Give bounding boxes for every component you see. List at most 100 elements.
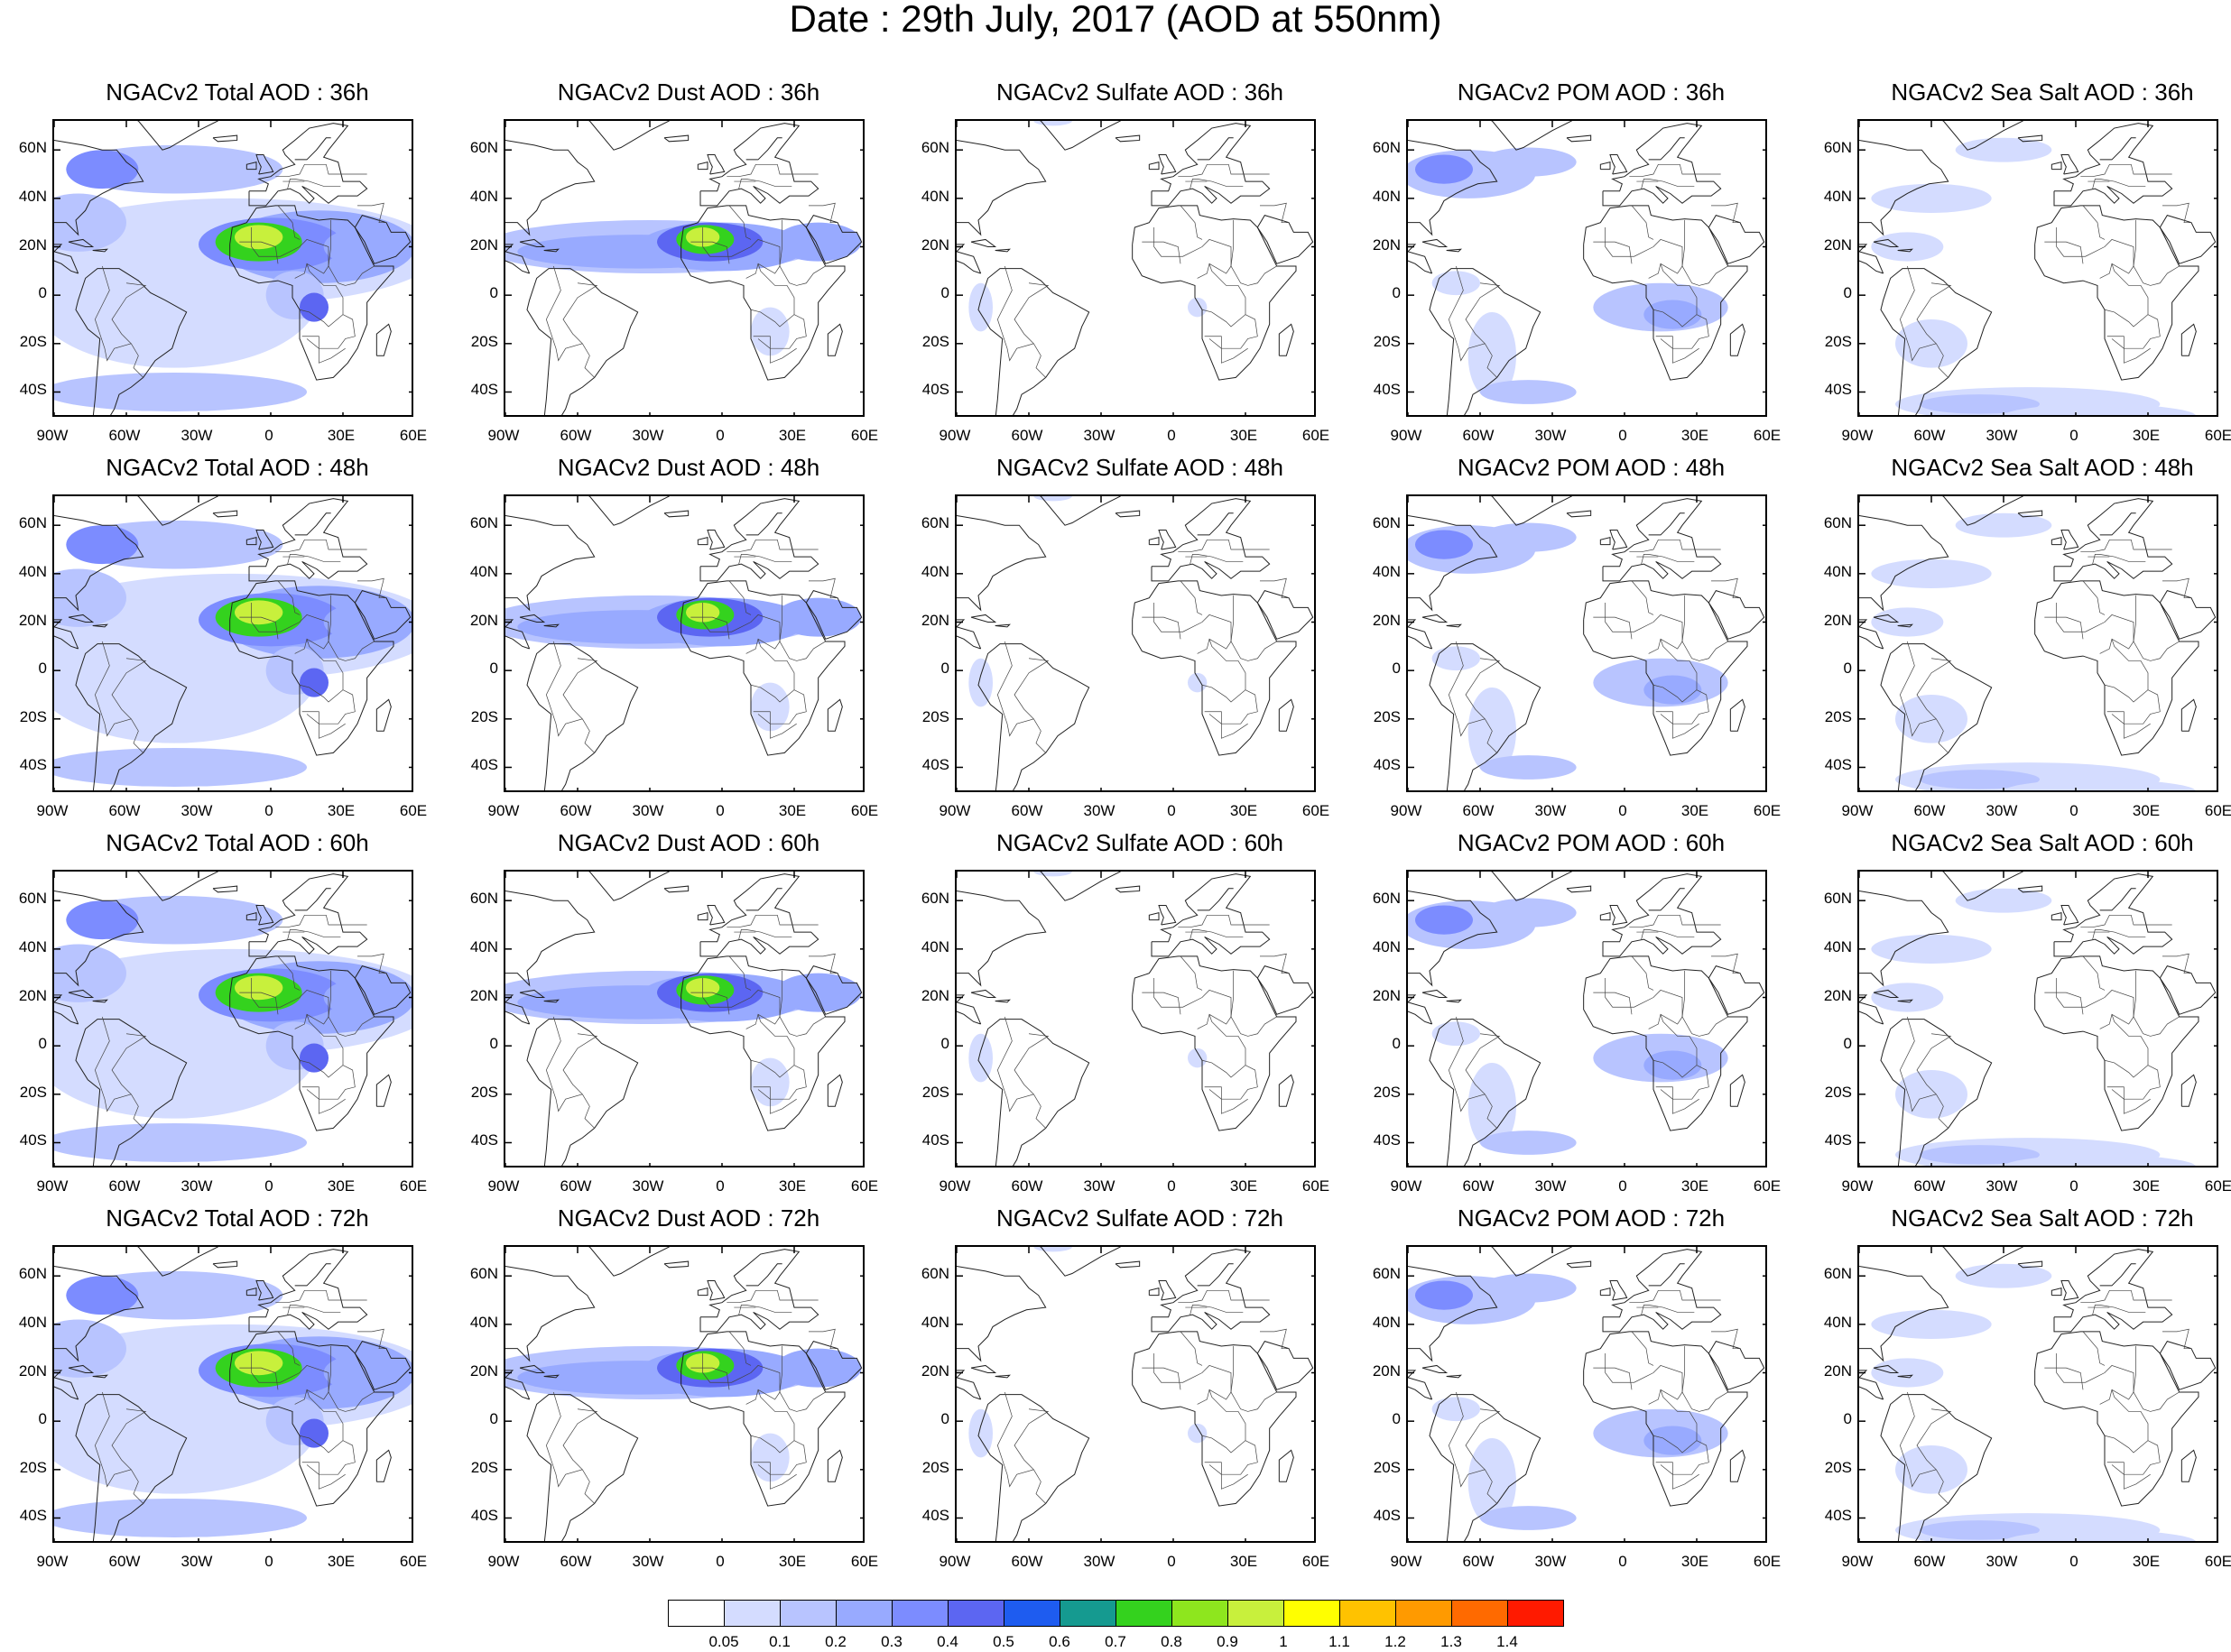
lon-label: 60W xyxy=(1913,1553,1946,1570)
country-border xyxy=(1230,595,1277,661)
lat-label: 40S xyxy=(19,756,47,774)
coastline xyxy=(1897,248,1913,253)
aod-plume xyxy=(235,975,283,1001)
lon-label: 30W xyxy=(1083,1553,1116,1570)
map-panel-seasalt-72h: NGACv2 Sea Salt AOD : 72h 60N 40N 20N 0 20S 40… xyxy=(1824,1205,2231,1577)
coastline xyxy=(588,121,670,151)
coastline xyxy=(255,905,274,926)
coastline xyxy=(245,536,257,546)
aod-plume xyxy=(1431,271,1480,296)
coastline xyxy=(957,994,982,1025)
country-border xyxy=(1629,539,1721,553)
aod-plume xyxy=(235,600,283,625)
lon-label: 90W xyxy=(36,1177,69,1195)
aod-plume xyxy=(1955,1263,2052,1288)
lon-label: 30W xyxy=(632,1177,664,1195)
aod-map xyxy=(1859,121,2217,415)
country-border xyxy=(702,1353,781,1405)
coastline xyxy=(699,123,819,207)
aod-map xyxy=(54,1247,412,1541)
aod-plume xyxy=(235,225,283,250)
coastline xyxy=(2017,134,2043,143)
country-border xyxy=(1014,1408,1050,1471)
colorbar-label: 0.4 xyxy=(937,1633,958,1650)
aod-plume xyxy=(54,373,307,411)
lat-label: 20N xyxy=(1823,611,1852,629)
country-border xyxy=(2092,929,2146,940)
coastline xyxy=(663,1260,690,1269)
country-border xyxy=(1916,282,1952,345)
country-border xyxy=(750,1059,795,1078)
lat-label: 40S xyxy=(470,756,498,774)
country-border xyxy=(2082,580,2106,615)
aod-plume xyxy=(300,1418,329,1448)
coastline xyxy=(2050,1287,2062,1297)
country-border xyxy=(1660,1089,1699,1114)
country-border xyxy=(2104,1435,2149,1454)
coastline xyxy=(1880,268,1993,415)
lon-label: 30W xyxy=(181,1553,213,1570)
coastline xyxy=(1602,873,1722,957)
lat-label: 40S xyxy=(921,756,949,774)
lat-label: 40N xyxy=(1823,562,1852,580)
colorbar-swatch xyxy=(1060,1600,1116,1627)
country-border xyxy=(1465,282,1501,345)
lon-label: 60W xyxy=(1011,802,1043,819)
aod-plume xyxy=(1871,558,1992,588)
lat-label: 0 xyxy=(1843,1410,1852,1428)
coastline xyxy=(1446,999,1462,1003)
panel-title: NGACv2 Sulfate AOD : 48h xyxy=(996,454,1283,481)
aod-map xyxy=(505,121,863,415)
country-border xyxy=(2133,595,2180,661)
lat-label: 60N xyxy=(1372,139,1401,157)
aod-plume xyxy=(1871,183,1992,213)
aod-plume xyxy=(1480,147,1577,177)
coastline xyxy=(1132,205,1297,381)
coastline xyxy=(745,888,782,911)
lat-label: 0 xyxy=(1392,284,1401,302)
country-border xyxy=(111,282,147,345)
coastline xyxy=(1115,510,1141,518)
coastline xyxy=(2099,888,2136,911)
lat-label: 20N xyxy=(921,611,949,629)
coastline xyxy=(505,890,596,987)
lon-label: 30E xyxy=(778,427,807,444)
country-border xyxy=(562,1408,598,1471)
lon-label: 30E xyxy=(1680,802,1709,819)
map-frame xyxy=(52,1245,413,1543)
map-panel-seasalt-60h: NGACv2 Sea Salt AOD : 60h 60N 40N 20N 0 20S 40… xyxy=(1824,830,2231,1202)
lon-label: 60E xyxy=(1753,427,1782,444)
country-border xyxy=(1641,929,1695,940)
colorbar-label: 0.6 xyxy=(1049,1633,1070,1650)
lat-label: 20S xyxy=(1373,1083,1401,1101)
country-border xyxy=(1605,1353,1683,1405)
coastline xyxy=(248,498,368,582)
coastline xyxy=(2159,590,2217,640)
coastline xyxy=(1602,123,1722,207)
colorbar-label: 0.3 xyxy=(881,1633,903,1650)
country-border xyxy=(1204,639,1258,724)
lat-label: 40N xyxy=(469,1313,498,1331)
coastline xyxy=(2159,965,2217,1015)
aod-map xyxy=(505,872,863,1166)
country-border xyxy=(1629,1289,1721,1304)
country-border xyxy=(1448,641,1497,753)
country-border xyxy=(1681,595,1728,661)
country-border xyxy=(1711,1328,1740,1350)
lon-label: 90W xyxy=(1390,1177,1422,1195)
lat-label: 40S xyxy=(1824,756,1852,774)
coastline xyxy=(1148,1287,1160,1297)
coastline xyxy=(1115,134,1141,143)
aod-plume xyxy=(1919,394,2040,414)
lon-label: 30E xyxy=(1229,802,1258,819)
coastline xyxy=(1408,619,1433,650)
coastline xyxy=(827,323,843,356)
aod-plume xyxy=(1480,1273,1577,1303)
coastline xyxy=(663,134,690,143)
country-border xyxy=(2106,263,2161,349)
country-border xyxy=(1631,955,1654,991)
colorbar-swatch xyxy=(948,1600,1004,1627)
country-border xyxy=(1629,914,1721,928)
coastline xyxy=(526,643,639,790)
country-border xyxy=(2080,539,2172,553)
